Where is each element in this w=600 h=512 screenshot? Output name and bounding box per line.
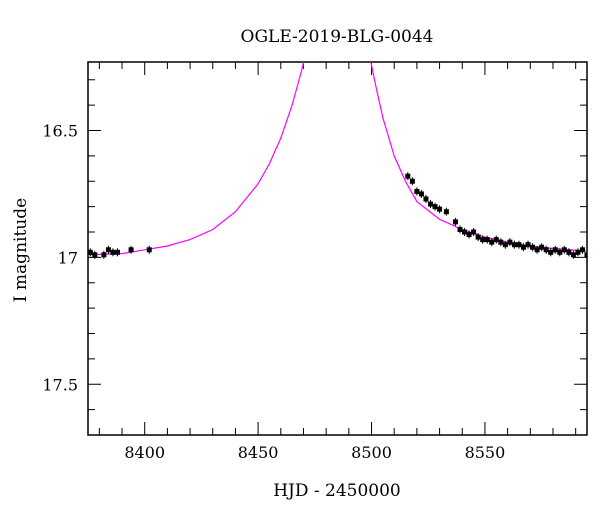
data-point	[516, 242, 522, 248]
data-point	[471, 229, 477, 235]
data-point	[579, 247, 585, 253]
y-tick-label: 17.5	[42, 375, 78, 394]
data-point	[484, 237, 490, 243]
data-point	[534, 247, 540, 253]
data-point	[466, 232, 472, 238]
x-tick-label: 8450	[238, 443, 279, 462]
data-point	[566, 249, 572, 255]
data-point	[557, 249, 563, 255]
data-point	[146, 247, 152, 253]
data-point	[92, 252, 98, 258]
data-point	[511, 242, 517, 248]
data-point	[105, 247, 111, 253]
x-tick-label: 8400	[124, 443, 165, 462]
data-point	[88, 249, 93, 255]
data-point	[462, 229, 468, 235]
x-axis-label: HJD - 2450000	[273, 481, 401, 501]
data-point	[432, 204, 438, 210]
data-point	[480, 237, 486, 243]
data-point	[507, 239, 513, 245]
data-point	[418, 191, 424, 197]
chart-title: OGLE-2019-BLG-0044	[241, 27, 434, 47]
data-point	[128, 247, 134, 253]
axis-ticks	[88, 62, 587, 436]
data-point	[530, 244, 536, 250]
y-tick-label: 17	[58, 248, 78, 267]
data-point	[584, 252, 587, 258]
data-point	[110, 249, 116, 255]
data-point	[423, 196, 429, 202]
tick-labels: 8400 8450 8500 8550 16.5 17 17.5	[42, 122, 505, 462]
data-point	[427, 201, 433, 207]
data-point	[437, 206, 443, 212]
data-point	[539, 244, 545, 250]
x-tick-label: 8550	[465, 443, 506, 462]
plot-frame	[87, 61, 588, 436]
data-point	[493, 237, 499, 243]
data-point	[452, 219, 458, 225]
data-point	[114, 249, 120, 255]
data-point	[409, 178, 415, 184]
y-axis-label: I magnitude	[11, 198, 31, 302]
data-points-layer	[88, 172, 587, 259]
data-point	[457, 226, 463, 232]
model-curve	[88, 62, 587, 256]
data-point	[561, 247, 567, 253]
data-point	[443, 209, 449, 215]
data-point	[520, 244, 526, 250]
data-point	[543, 247, 549, 253]
data-point	[575, 249, 581, 255]
data-point	[414, 188, 420, 194]
data-point	[570, 252, 576, 258]
model-curve-layer	[88, 62, 587, 256]
data-point	[548, 249, 554, 255]
data-point	[405, 173, 411, 179]
data-point	[475, 234, 481, 240]
data-point	[489, 239, 495, 245]
data-point	[502, 242, 508, 248]
data-point	[101, 252, 107, 258]
x-tick-label: 8500	[351, 443, 392, 462]
y-tick-label: 16.5	[42, 122, 78, 141]
data-point	[498, 239, 504, 245]
data-point	[525, 242, 531, 248]
data-point	[552, 247, 558, 253]
